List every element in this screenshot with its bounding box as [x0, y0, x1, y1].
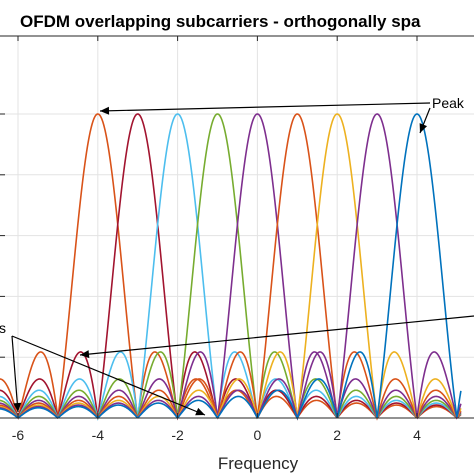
- subcarrier-curve: [0, 113, 462, 421]
- zero-arrow-2-head: [195, 407, 205, 416]
- x-tick-label: 0: [254, 427, 262, 443]
- x-tick-label: -2: [171, 427, 184, 443]
- subcarrier-curve: [0, 113, 462, 421]
- zero-arrow-2: [11, 335, 206, 416]
- zero-arrow-3: [79, 315, 474, 356]
- x-axis-label: Frequency: [218, 454, 299, 473]
- annotations: Peak s: [0, 95, 474, 416]
- subcarrier-curve: [0, 113, 462, 421]
- zero-arrow-1: [11, 335, 19, 413]
- subcarrier-curve: [0, 113, 462, 421]
- zero-arrow-3-head: [80, 350, 90, 359]
- axes: -6 -4 -2 0 2 4: [0, 35, 474, 443]
- zero-arrow-1-head: [13, 402, 22, 412]
- x-tick-label: -6: [12, 427, 25, 443]
- peak-annotation-text: Peak: [432, 95, 465, 111]
- peak-arrow-left-head: [100, 106, 110, 115]
- chart-title: OFDM overlapping subcarriers - orthogona…: [20, 12, 421, 31]
- peak-arrow-right-head: [419, 123, 428, 133]
- subcarrier-curve: [0, 113, 462, 421]
- peak-arrow-left: [99, 102, 431, 112]
- x-tick-label: 4: [413, 427, 421, 443]
- subcarrier-curve: [0, 113, 462, 420]
- zero-annotation-text: s: [0, 320, 6, 336]
- subcarrier-curves: [0, 113, 462, 421]
- subcarrier-curve: [0, 113, 462, 420]
- x-tick-label: -4: [92, 427, 105, 443]
- subcarrier-curve: [0, 113, 462, 420]
- x-tick-label: 2: [333, 427, 341, 443]
